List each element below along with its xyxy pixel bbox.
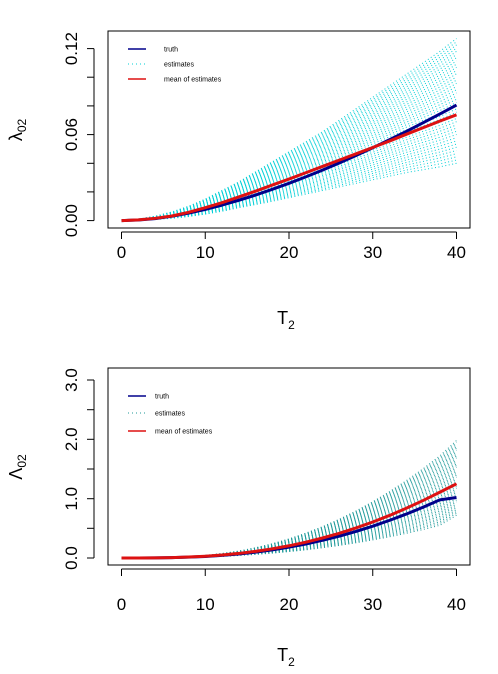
- estimate-line: [121, 511, 457, 559]
- x-tick-label: 30: [363, 595, 382, 614]
- y-axis-title: λ02: [6, 119, 29, 142]
- estimate-line: [121, 70, 457, 222]
- estimate-line: [121, 509, 457, 559]
- y-axis-title: Λ02: [6, 454, 29, 480]
- y-tick-label: 0.06: [62, 118, 81, 151]
- estimate-line: [121, 76, 457, 222]
- x-tick-label: 30: [363, 243, 382, 262]
- y-tick-label: 1.0: [62, 487, 81, 511]
- estimate-line: [121, 111, 457, 222]
- x-tick-label: 0: [117, 243, 126, 262]
- estimate-line: [121, 66, 457, 222]
- mean-of-estimates-line: [121, 482, 458, 560]
- estimate-line: [121, 95, 457, 222]
- estimate-line: [121, 156, 457, 222]
- estimate-line: [121, 127, 457, 222]
- legend-label-estimates: estimates: [164, 62, 194, 69]
- legend-label-mean: mean of estimates: [155, 429, 213, 436]
- mean-of-estimates-line: [121, 113, 458, 223]
- estimates-lines: [121, 440, 457, 559]
- estimate-line: [121, 130, 457, 222]
- estimate-line: [121, 162, 457, 222]
- x-axis-title: T2: [277, 645, 295, 669]
- estimate-line: [121, 440, 457, 559]
- x-tick-label: 20: [280, 595, 299, 614]
- legend-label-estimates: estimates: [155, 411, 185, 418]
- plot-frame: [107, 30, 471, 229]
- x-tick-label: 0: [117, 595, 126, 614]
- y-tick-label: 2.0: [62, 427, 81, 451]
- estimate-line: [121, 38, 457, 222]
- y-axis: 0.00 0.06 0.12: [62, 32, 95, 237]
- series-lines: [121, 482, 458, 560]
- estimate-line: [121, 86, 457, 222]
- legend: truth estimates mean of estimates: [128, 394, 213, 436]
- plot-frame: [107, 367, 471, 566]
- x-tick-label: 40: [447, 595, 466, 614]
- y-tick-label: 0.0: [62, 546, 81, 570]
- series-lines: [121, 103, 458, 223]
- chart-lambda02: 0 10 20 30 40 0.00 0.06 0.12 λ02 T2 trut…: [6, 30, 471, 332]
- legend-label-mean: mean of estimates: [164, 77, 222, 84]
- chart-Lambda02: 0 10 20 30 40 0.0 1.0 2.0 3.0 Λ02 T2: [6, 367, 471, 669]
- legend-label-truth: truth: [164, 47, 178, 54]
- estimate-line: [121, 159, 457, 222]
- estimate-line: [121, 514, 457, 559]
- y-tick-label: 0.00: [62, 204, 81, 237]
- x-axis-title: T2: [277, 308, 295, 332]
- x-tick-label: 40: [447, 243, 466, 262]
- legend-label-truth: truth: [155, 394, 169, 401]
- y-axis: 0.0 1.0 2.0 3.0: [62, 368, 95, 570]
- y-tick-label: 0.12: [62, 32, 81, 65]
- x-axis: 0 10 20 30 40: [117, 568, 466, 614]
- x-axis: 0 10 20 30 40: [117, 231, 466, 262]
- x-tick-label: 20: [280, 243, 299, 262]
- y-tick-label: 3.0: [62, 368, 81, 392]
- x-tick-label: 10: [196, 595, 215, 614]
- legend: truth estimates mean of estimates: [128, 47, 222, 84]
- x-tick-label: 10: [196, 243, 215, 262]
- estimate-line: [121, 73, 457, 222]
- estimate-line: [121, 82, 457, 222]
- estimate-line: [121, 512, 457, 559]
- estimate-line: [121, 63, 457, 222]
- estimate-line: [121, 92, 457, 222]
